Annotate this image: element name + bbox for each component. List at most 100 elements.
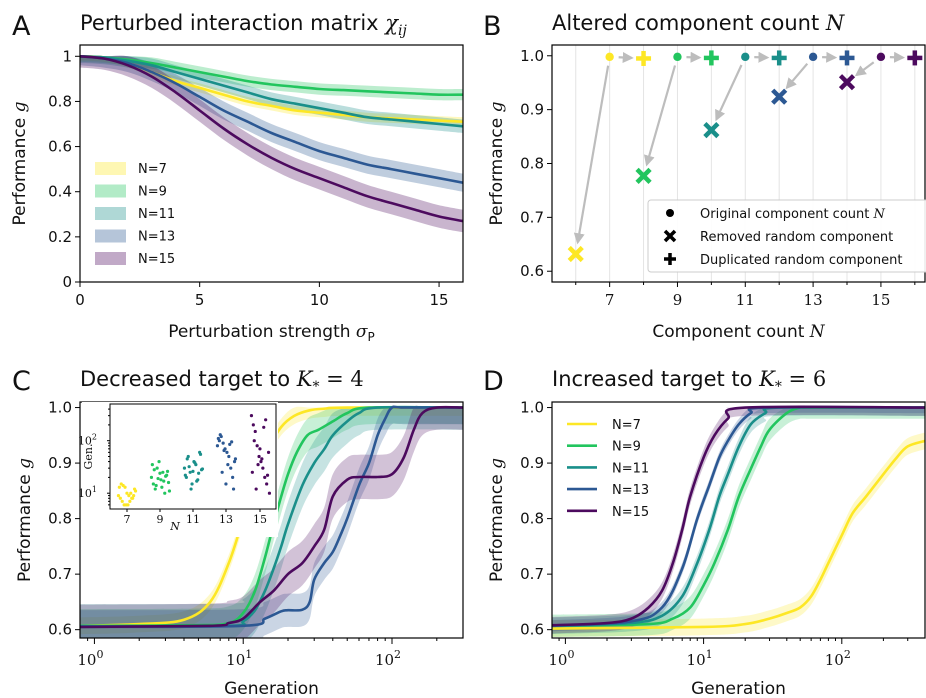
legend: Original component count N Removed random… [647, 199, 926, 273]
x-axis-label: Generation [224, 679, 319, 698]
panel-title-a: Perturbed interaction matrix χij [80, 11, 408, 39]
legend-swatch [95, 184, 126, 198]
series-band [80, 55, 463, 192]
inset-x-tick-label: 15 [253, 513, 267, 526]
inset-point [265, 473, 270, 477]
x-tick-label: 7 [605, 291, 615, 309]
arrow [618, 51, 634, 63]
inset-point [225, 450, 229, 454]
legend-swatch [95, 229, 126, 243]
x-tick-label: 10 [310, 291, 329, 309]
inset-point [220, 470, 224, 474]
inset-point [160, 485, 164, 489]
x-tick-label: 9 [673, 291, 683, 309]
inset-point [132, 493, 136, 498]
series-line [80, 55, 463, 184]
x-axis-label: Component count N [652, 322, 825, 342]
series-line [552, 405, 925, 628]
x-tick-label: 102 [825, 648, 851, 669]
inset-x-label: N [169, 520, 180, 533]
original-point [876, 52, 886, 62]
inset-point [159, 478, 163, 482]
y-tick-label: 1 [62, 47, 72, 65]
inset-point [158, 471, 162, 475]
inset-point [252, 439, 256, 443]
panel-title-d: Increased target to K* = 6 [552, 367, 826, 395]
y-tick-label: 0.8 [48, 92, 72, 110]
inset-point [162, 479, 166, 483]
inset-point [132, 487, 137, 491]
panel-title-c: Decreased target to K* = 4 [80, 367, 364, 395]
x-tick-label: 13 [804, 291, 823, 309]
inset-point [157, 459, 161, 464]
inset-point [260, 457, 264, 461]
y-tick-label: 0.7 [520, 208, 544, 226]
legend-label: N=9 [612, 440, 641, 455]
inset-point [183, 473, 187, 477]
inset-point [163, 491, 167, 495]
x-tick-label: 0 [75, 291, 85, 309]
series-line [552, 439, 925, 630]
inset-point [253, 429, 257, 434]
inset-point [230, 440, 234, 444]
inset-point [161, 470, 165, 474]
inset-point [125, 491, 129, 495]
inset-point [127, 493, 131, 498]
inset-point [224, 482, 228, 486]
removed-point [838, 74, 856, 91]
inset-point [227, 454, 231, 459]
inset-point [197, 471, 201, 475]
arrow [573, 65, 610, 245]
series-line [552, 405, 925, 628]
inset-point [128, 499, 132, 503]
panel-d-frame [551, 401, 926, 639]
x-tick-label: 15 [871, 291, 890, 309]
inset-point [193, 461, 197, 465]
inset-point [233, 457, 238, 461]
inset-y-label: Gen. [82, 444, 95, 470]
panel-b: 0.6 0.7 0.8 0.9 1.0 7 9 11 13 15 Performance g Comp… [483, 11, 926, 342]
inset-point [261, 466, 265, 470]
legend-label: N=11 [138, 207, 175, 222]
inset-x-tick-label: 9 [157, 513, 164, 526]
legend-label: N=7 [138, 162, 167, 177]
y-tick-label: 0.8 [48, 510, 72, 528]
plot-area [552, 405, 925, 637]
x-tick-label: 102 [375, 648, 401, 669]
legend-label: N=15 [138, 252, 175, 267]
series-band [80, 405, 463, 638]
inset-point [118, 496, 122, 500]
inset-point [251, 423, 255, 427]
inset-point [129, 491, 133, 495]
inset-point [165, 469, 170, 474]
legend-box [647, 199, 926, 273]
series-line [80, 405, 463, 628]
x-tick-label: 5 [195, 291, 205, 309]
inset-point [263, 475, 267, 479]
panel-letter-a: A [12, 11, 31, 42]
y-axis-label: Performance g [15, 458, 35, 582]
y-tick-label: 1.0 [520, 399, 544, 417]
inset-point [149, 475, 154, 479]
inset-point [195, 479, 199, 483]
y-tick-label: 0.9 [520, 454, 544, 472]
inset-point [257, 454, 261, 459]
inset-y-tick-label: 101 [78, 485, 97, 500]
inset-point [254, 487, 258, 491]
inset-point [222, 448, 226, 453]
legend-swatch [95, 252, 126, 265]
legend-swatch [95, 162, 126, 175]
inset-point [185, 457, 189, 461]
inset-point [182, 466, 187, 470]
legend-label: N=7 [612, 418, 641, 433]
duplicated-point [907, 50, 923, 66]
x-tick-label: 101 [226, 648, 252, 669]
y-tick-label: 0.9 [520, 101, 544, 119]
inset-point [154, 483, 158, 488]
inset-point [216, 436, 220, 441]
duplicated-point [703, 50, 719, 66]
legend-label: N=13 [612, 483, 649, 498]
inset-point [249, 414, 254, 418]
inset-point [231, 475, 235, 479]
